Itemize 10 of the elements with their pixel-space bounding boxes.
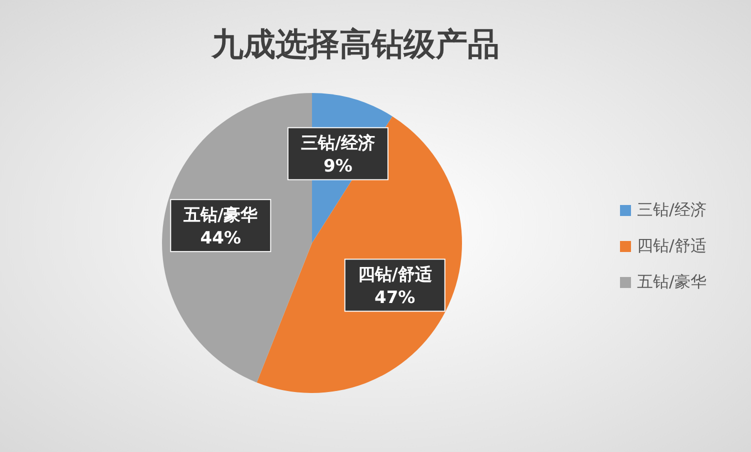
slice-label: 五钻/豪华 [182,206,258,226]
data-label: 9% [324,156,352,177]
legend-label: 四钻/舒适 [637,236,706,255]
slice-label: 四钻/舒适 [358,265,433,286]
chart-title: 九成选择高钻级产品 [210,25,500,63]
data-label: 47% [374,288,416,308]
legend-label: 五钻/豪华 [637,272,706,291]
slice-label: 三钻/经济 [300,134,376,154]
data-label: 44% [200,228,241,249]
legend-label: 三钻/经济 [637,200,706,219]
